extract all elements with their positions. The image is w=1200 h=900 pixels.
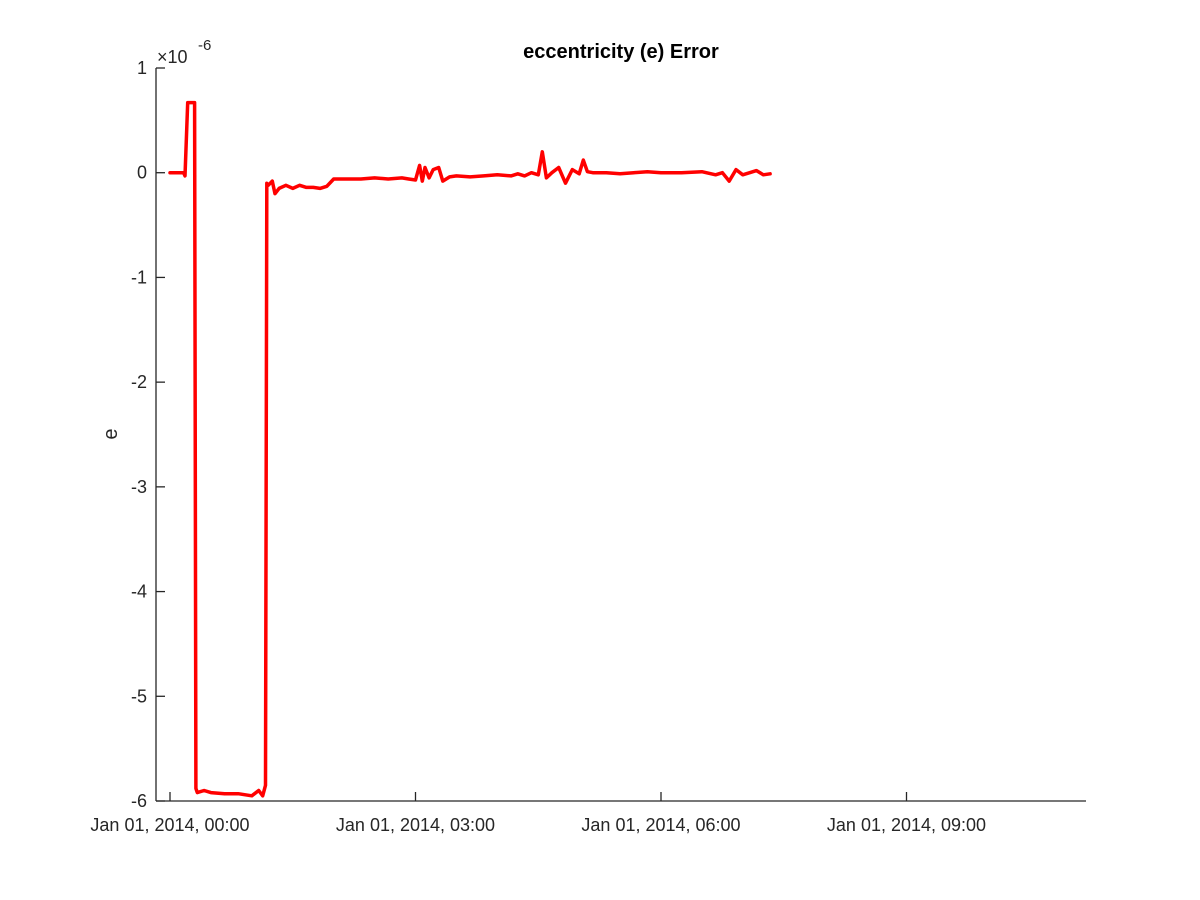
y-axis-exponent-value: -6: [198, 37, 211, 54]
chart-title: eccentricity (e) Error: [523, 41, 719, 63]
y-axis-multiplier: ×10: [157, 47, 188, 67]
y-tick-label: -2: [131, 372, 147, 392]
series-line: [168, 100, 772, 798]
x-tick-label: Jan 01, 2014, 06:00: [581, 815, 740, 835]
x-tick-label: Jan 01, 2014, 00:00: [90, 815, 249, 835]
y-tick-label: -5: [131, 686, 147, 706]
y-tick-label: 0: [137, 163, 147, 183]
y-tick-label: -6: [131, 791, 147, 811]
plot-area: [168, 100, 772, 798]
x-axis-ticks: Jan 01, 2014, 00:00 Jan 01, 2014, 03:00 Ja…: [90, 792, 986, 835]
y-tick-label: -3: [131, 477, 147, 497]
x-tick-label: Jan 01, 2014, 03:00: [336, 815, 495, 835]
y-axis-ticks: 1 0 -1 -2 -3 -4 -5 -6: [131, 58, 165, 811]
y-axis-exponent: ×10 -6: [157, 37, 211, 67]
y-axis-label: e: [100, 428, 122, 439]
x-tick-label: Jan 01, 2014, 09:00: [827, 815, 986, 835]
y-tick-label: -4: [131, 582, 147, 602]
y-tick-label: 1: [137, 58, 147, 78]
y-tick-label: -1: [131, 267, 147, 287]
